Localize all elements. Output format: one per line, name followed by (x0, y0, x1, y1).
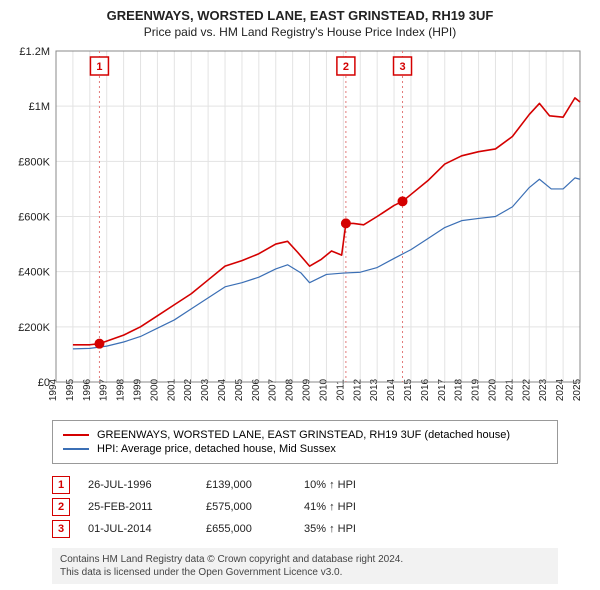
chart-container: GREENWAYS, WORSTED LANE, EAST GRINSTEAD,… (0, 0, 600, 590)
footer-line2: This data is licensed under the Open Gov… (60, 566, 550, 579)
svg-text:£1M: £1M (29, 101, 50, 113)
sales-price: £575,000 (206, 501, 286, 513)
sales-table: 1 26-JUL-1996 £139,000 10% ↑ HPI 2 25-FE… (52, 472, 558, 542)
sales-row: 3 01-JUL-2014 £655,000 35% ↑ HPI (52, 520, 558, 538)
legend-row-hpi: HPI: Average price, detached house, Mid … (63, 443, 547, 455)
svg-text:£600K: £600K (18, 212, 50, 224)
legend-label-property: GREENWAYS, WORSTED LANE, EAST GRINSTEAD,… (97, 429, 510, 441)
svg-text:£1.2M: £1.2M (19, 46, 50, 58)
sales-badge: 3 (52, 520, 70, 538)
footer-attribution: Contains HM Land Registry data © Crown c… (52, 548, 558, 584)
sales-price: £139,000 (206, 479, 286, 491)
sales-delta: 10% ↑ HPI (304, 479, 356, 491)
sales-row: 2 25-FEB-2011 £575,000 41% ↑ HPI (52, 498, 558, 516)
sales-delta: 41% ↑ HPI (304, 501, 356, 513)
sales-row: 1 26-JUL-1996 £139,000 10% ↑ HPI (52, 476, 558, 494)
title-block: GREENWAYS, WORSTED LANE, EAST GRINSTEAD,… (12, 8, 588, 39)
chart-subtitle: Price paid vs. HM Land Registry's House … (12, 25, 588, 39)
svg-text:3: 3 (399, 61, 405, 73)
svg-text:£200K: £200K (18, 322, 50, 334)
legend-label-hpi: HPI: Average price, detached house, Mid … (97, 443, 336, 455)
chart-title: GREENWAYS, WORSTED LANE, EAST GRINSTEAD,… (12, 8, 588, 23)
svg-text:£800K: £800K (18, 156, 50, 168)
legend-row-property: GREENWAYS, WORSTED LANE, EAST GRINSTEAD,… (63, 429, 547, 441)
sales-delta: 35% ↑ HPI (304, 523, 356, 535)
svg-text:1: 1 (96, 61, 102, 73)
svg-text:2: 2 (343, 61, 349, 73)
legend-swatch-property (63, 434, 89, 436)
legend: GREENWAYS, WORSTED LANE, EAST GRINSTEAD,… (52, 420, 558, 464)
sales-date: 01-JUL-2014 (88, 523, 188, 535)
sales-price: £655,000 (206, 523, 286, 535)
chart-svg: £0£200K£400K£600K£800K£1M£1.2M1994199519… (12, 45, 588, 414)
chart-area: £0£200K£400K£600K£800K£1M£1.2M1994199519… (12, 45, 588, 414)
svg-text:£400K: £400K (18, 267, 50, 279)
sales-date: 25-FEB-2011 (88, 501, 188, 513)
footer-line1: Contains HM Land Registry data © Crown c… (60, 553, 550, 566)
sales-date: 26-JUL-1996 (88, 479, 188, 491)
legend-swatch-hpi (63, 448, 89, 450)
sales-badge: 1 (52, 476, 70, 494)
sales-badge: 2 (52, 498, 70, 516)
